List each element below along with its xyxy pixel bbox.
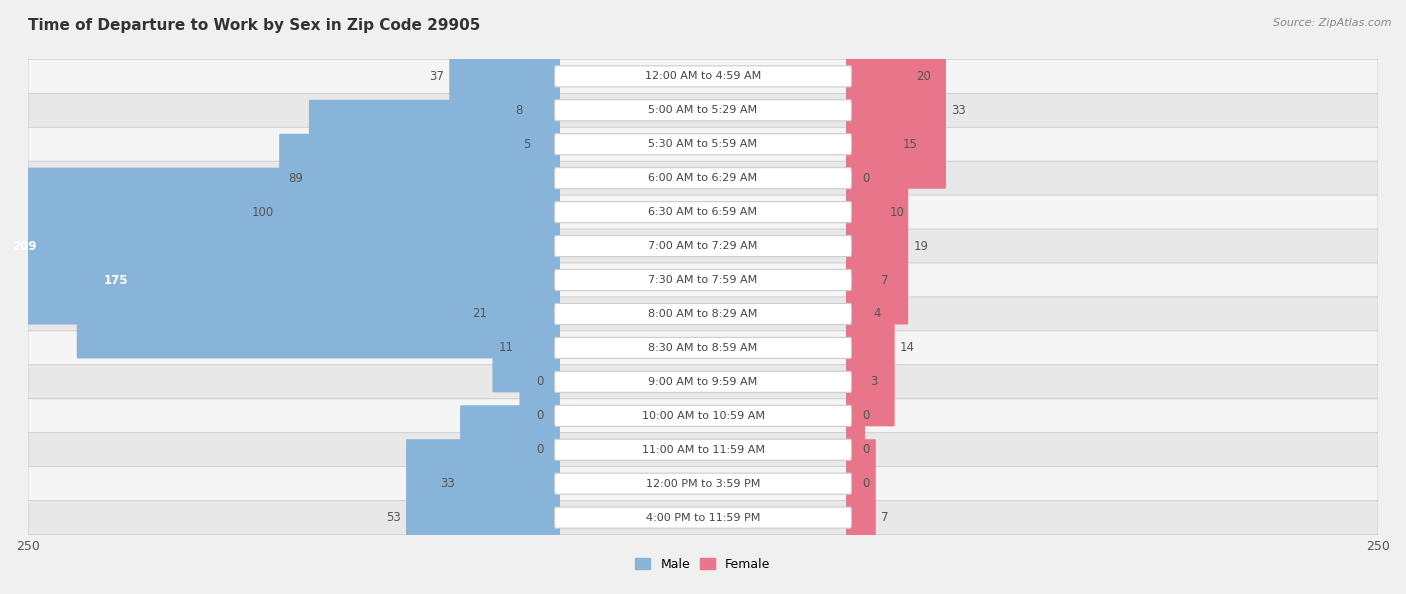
FancyBboxPatch shape <box>28 161 1378 195</box>
Text: 21: 21 <box>472 308 486 321</box>
FancyBboxPatch shape <box>28 127 1378 161</box>
FancyBboxPatch shape <box>554 270 852 290</box>
FancyBboxPatch shape <box>527 32 560 189</box>
Text: 0: 0 <box>536 443 544 456</box>
Text: 12:00 PM to 3:59 PM: 12:00 PM to 3:59 PM <box>645 479 761 489</box>
FancyBboxPatch shape <box>28 229 1378 263</box>
FancyBboxPatch shape <box>846 236 868 393</box>
FancyBboxPatch shape <box>28 365 1378 399</box>
FancyBboxPatch shape <box>846 32 946 189</box>
FancyBboxPatch shape <box>554 66 852 87</box>
FancyBboxPatch shape <box>554 371 852 393</box>
FancyBboxPatch shape <box>554 201 852 223</box>
Text: 15: 15 <box>903 138 918 151</box>
Text: 11:00 AM to 11:59 AM: 11:00 AM to 11:59 AM <box>641 445 765 455</box>
FancyBboxPatch shape <box>846 439 876 594</box>
FancyBboxPatch shape <box>28 399 1378 433</box>
FancyBboxPatch shape <box>846 304 865 460</box>
Text: 89: 89 <box>288 172 304 185</box>
Text: 5: 5 <box>523 138 530 151</box>
FancyBboxPatch shape <box>554 168 852 189</box>
FancyBboxPatch shape <box>28 263 1378 297</box>
Text: 7: 7 <box>882 511 889 524</box>
FancyBboxPatch shape <box>28 331 1378 365</box>
Text: 14: 14 <box>900 342 915 355</box>
Text: 0: 0 <box>862 477 870 490</box>
Text: 5:30 AM to 5:59 AM: 5:30 AM to 5:59 AM <box>648 139 758 149</box>
FancyBboxPatch shape <box>450 0 560 155</box>
FancyBboxPatch shape <box>554 405 852 426</box>
Text: 7: 7 <box>882 273 889 286</box>
Text: 10: 10 <box>889 206 904 219</box>
FancyBboxPatch shape <box>309 100 560 257</box>
Text: 12:00 AM to 4:59 AM: 12:00 AM to 4:59 AM <box>645 71 761 81</box>
Text: 0: 0 <box>862 409 870 422</box>
Text: 33: 33 <box>440 477 454 490</box>
FancyBboxPatch shape <box>536 66 560 223</box>
Text: 8: 8 <box>515 104 522 117</box>
Text: 20: 20 <box>917 70 931 83</box>
FancyBboxPatch shape <box>460 405 560 562</box>
Text: 4:00 PM to 11:59 PM: 4:00 PM to 11:59 PM <box>645 513 761 523</box>
FancyBboxPatch shape <box>28 59 1378 93</box>
FancyBboxPatch shape <box>554 439 852 460</box>
FancyBboxPatch shape <box>554 337 852 358</box>
FancyBboxPatch shape <box>28 297 1378 331</box>
Text: 0: 0 <box>536 409 544 422</box>
FancyBboxPatch shape <box>280 134 560 290</box>
Text: 19: 19 <box>914 239 928 252</box>
FancyBboxPatch shape <box>846 134 884 290</box>
FancyBboxPatch shape <box>0 168 560 324</box>
FancyBboxPatch shape <box>554 134 852 155</box>
FancyBboxPatch shape <box>554 507 852 528</box>
Text: 37: 37 <box>429 70 444 83</box>
Text: Time of Departure to Work by Sex in Zip Code 29905: Time of Departure to Work by Sex in Zip … <box>28 18 481 33</box>
FancyBboxPatch shape <box>846 66 897 223</box>
Text: 8:00 AM to 8:29 AM: 8:00 AM to 8:29 AM <box>648 309 758 319</box>
Text: 33: 33 <box>952 104 966 117</box>
Text: 0: 0 <box>862 172 870 185</box>
Text: 7:30 AM to 7:59 AM: 7:30 AM to 7:59 AM <box>648 275 758 285</box>
Text: 3: 3 <box>870 375 877 388</box>
FancyBboxPatch shape <box>406 439 560 594</box>
FancyBboxPatch shape <box>554 100 852 121</box>
FancyBboxPatch shape <box>846 168 908 324</box>
Text: 100: 100 <box>252 206 274 219</box>
FancyBboxPatch shape <box>554 236 852 257</box>
FancyBboxPatch shape <box>28 467 1378 501</box>
Text: 8:30 AM to 8:59 AM: 8:30 AM to 8:59 AM <box>648 343 758 353</box>
Text: 53: 53 <box>385 511 401 524</box>
FancyBboxPatch shape <box>28 433 1378 467</box>
FancyBboxPatch shape <box>28 195 1378 229</box>
FancyBboxPatch shape <box>846 270 894 426</box>
FancyBboxPatch shape <box>554 304 852 324</box>
Text: 4: 4 <box>873 308 880 321</box>
FancyBboxPatch shape <box>519 270 560 426</box>
Text: 9:00 AM to 9:59 AM: 9:00 AM to 9:59 AM <box>648 377 758 387</box>
Text: 0: 0 <box>862 443 870 456</box>
FancyBboxPatch shape <box>28 93 1378 127</box>
FancyBboxPatch shape <box>492 236 560 393</box>
FancyBboxPatch shape <box>77 201 560 358</box>
Text: 0: 0 <box>536 375 544 388</box>
FancyBboxPatch shape <box>846 0 911 155</box>
Text: 7:00 AM to 7:29 AM: 7:00 AM to 7:29 AM <box>648 241 758 251</box>
Text: 5:00 AM to 5:29 AM: 5:00 AM to 5:29 AM <box>648 105 758 115</box>
FancyBboxPatch shape <box>28 501 1378 535</box>
Text: Source: ZipAtlas.com: Source: ZipAtlas.com <box>1274 18 1392 28</box>
Text: 209: 209 <box>11 239 37 252</box>
FancyBboxPatch shape <box>846 201 876 358</box>
Text: 6:30 AM to 6:59 AM: 6:30 AM to 6:59 AM <box>648 207 758 217</box>
Text: 175: 175 <box>104 273 128 286</box>
Text: 11: 11 <box>499 342 515 355</box>
Text: 6:00 AM to 6:29 AM: 6:00 AM to 6:29 AM <box>648 173 758 183</box>
Text: 10:00 AM to 10:59 AM: 10:00 AM to 10:59 AM <box>641 411 765 421</box>
Legend: Male, Female: Male, Female <box>630 553 776 576</box>
FancyBboxPatch shape <box>554 473 852 494</box>
